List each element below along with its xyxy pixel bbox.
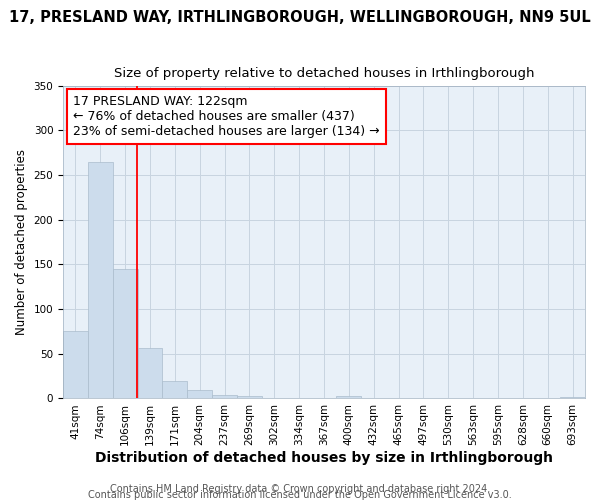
Text: 17 PRESLAND WAY: 122sqm
← 76% of detached houses are smaller (437)
23% of semi-d: 17 PRESLAND WAY: 122sqm ← 76% of detache… (73, 95, 380, 138)
Title: Size of property relative to detached houses in Irthlingborough: Size of property relative to detached ho… (114, 68, 534, 80)
X-axis label: Distribution of detached houses by size in Irthlingborough: Distribution of detached houses by size … (95, 451, 553, 465)
Bar (212, 395, 237, 398)
Bar (137, 348, 163, 399)
Text: Contains HM Land Registry data © Crown copyright and database right 2024.: Contains HM Land Registry data © Crown c… (110, 484, 490, 494)
Bar (187, 390, 212, 398)
Y-axis label: Number of detached properties: Number of detached properties (15, 149, 28, 335)
Bar (337, 396, 361, 398)
Text: Contains public sector information licensed under the Open Government Licence v3: Contains public sector information licen… (88, 490, 512, 500)
Bar (63, 332, 88, 398)
Bar (113, 269, 137, 398)
Bar (560, 396, 585, 398)
Bar (237, 396, 262, 398)
Bar (163, 380, 187, 398)
Text: 17, PRESLAND WAY, IRTHLINGBOROUGH, WELLINGBOROUGH, NN9 5UL: 17, PRESLAND WAY, IRTHLINGBOROUGH, WELLI… (9, 10, 591, 25)
Bar (88, 162, 113, 398)
